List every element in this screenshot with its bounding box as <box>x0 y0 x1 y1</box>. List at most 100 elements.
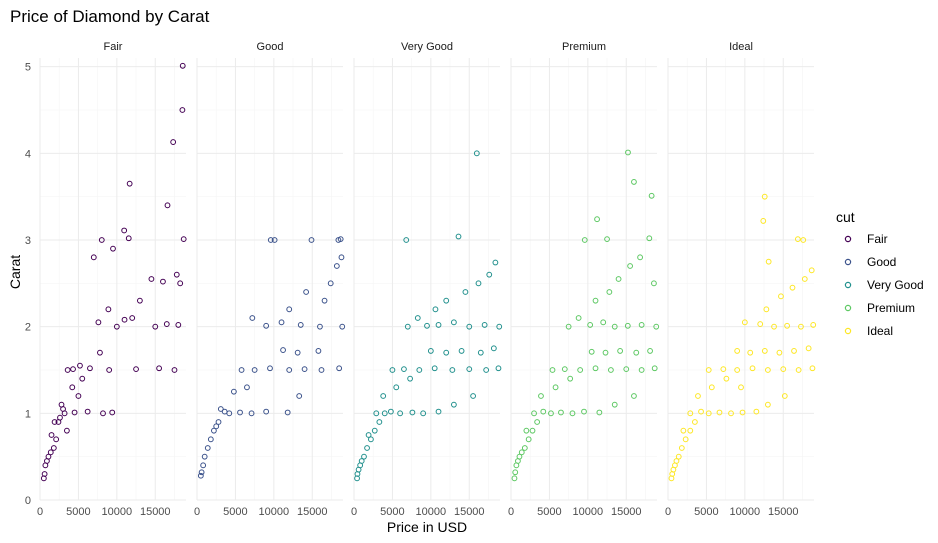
data-point <box>63 427 70 434</box>
data-point <box>587 322 594 328</box>
data-point <box>569 410 576 417</box>
y-tick-label: 4 <box>25 148 31 160</box>
data-point <box>531 410 537 417</box>
data-point <box>284 409 291 416</box>
data-point <box>297 322 304 328</box>
data-point <box>778 293 784 300</box>
data-point <box>631 179 637 185</box>
data-point <box>136 297 143 304</box>
x-tick-label: 5000 <box>380 506 404 518</box>
x-tick-label: 10000 <box>102 506 133 518</box>
data-point <box>624 322 631 329</box>
facet-panel-premium: Premium 0 5000 10000 15000 <box>508 41 660 518</box>
x-tick-label: 5000 <box>694 506 718 518</box>
legend-key <box>844 304 852 312</box>
data-point <box>809 365 816 372</box>
data-point <box>315 348 322 354</box>
x-tick-label: 15000 <box>140 506 171 518</box>
data-point <box>163 321 170 327</box>
x-tick-label: 0 <box>665 506 671 518</box>
data-point <box>69 384 76 391</box>
data-point <box>575 315 582 321</box>
data-point <box>110 245 116 252</box>
data-point <box>321 297 328 304</box>
x-tick-label: 10000 <box>259 506 290 518</box>
data-point <box>606 289 613 295</box>
data-point <box>267 365 273 372</box>
data-point <box>455 233 462 240</box>
data-point <box>286 306 293 313</box>
data-point <box>177 280 184 287</box>
y-tick-label: 1 <box>25 408 31 420</box>
legend-key <box>844 327 852 335</box>
data-point <box>470 393 477 399</box>
x-tick-label: 0 <box>37 506 43 518</box>
x-tick-label: 10000 <box>416 506 447 518</box>
data-point <box>801 276 808 282</box>
data-point <box>771 323 777 330</box>
legend-label: Ideal <box>867 324 893 338</box>
data-point <box>389 367 396 373</box>
data-point <box>567 375 574 382</box>
data-point <box>538 393 544 399</box>
facet-strip-label: Ideal <box>729 41 753 53</box>
data-point <box>651 280 657 287</box>
data-point <box>296 393 303 399</box>
data-point <box>106 367 113 373</box>
data-point <box>604 236 610 243</box>
y-tick-label: 5 <box>25 62 31 74</box>
data-point <box>705 367 712 373</box>
data-point <box>71 409 78 416</box>
legend-item-ideal: Ideal <box>844 324 893 338</box>
data-point <box>387 408 394 415</box>
data-point <box>409 409 416 416</box>
data-point <box>267 237 274 243</box>
legend-key <box>844 235 852 243</box>
facet-strip-label: Premium <box>562 41 606 53</box>
data-point <box>450 319 457 326</box>
data-point <box>373 410 380 417</box>
data-point <box>763 306 770 313</box>
data-point <box>466 323 473 330</box>
data-point <box>761 348 768 354</box>
data-point <box>420 410 427 417</box>
data-point <box>201 453 208 460</box>
data-point <box>238 367 245 373</box>
data-point <box>611 323 618 330</box>
data-point <box>148 276 155 282</box>
data-point <box>780 366 787 373</box>
legend-key <box>844 258 852 266</box>
data-point <box>638 367 645 373</box>
data-point <box>170 139 177 145</box>
legend-title: cut <box>836 209 855 225</box>
data-point <box>800 237 807 243</box>
data-point <box>581 408 587 415</box>
x-tick-label: 0 <box>194 506 200 518</box>
data-point <box>48 432 55 438</box>
data-point <box>380 393 387 399</box>
data-point <box>481 322 488 328</box>
data-point <box>581 237 588 243</box>
data-point <box>77 362 83 369</box>
data-point <box>286 367 293 373</box>
data-point <box>376 419 383 425</box>
chart-title: Price of Diamond by Carat <box>10 7 210 26</box>
data-point <box>427 348 434 354</box>
data-point <box>680 427 687 434</box>
data-point <box>577 367 584 373</box>
legend-item-very-good: Very Good <box>844 278 924 292</box>
data-point <box>708 384 715 391</box>
data-point <box>594 216 600 223</box>
data-point <box>617 348 624 354</box>
data-point <box>565 323 572 330</box>
data-point <box>97 349 103 356</box>
data-point <box>403 237 410 243</box>
data-point <box>492 259 499 266</box>
data-point <box>393 384 400 391</box>
data-point <box>558 409 564 416</box>
data-point <box>518 449 525 456</box>
data-point <box>764 367 771 373</box>
data-point <box>625 149 631 156</box>
data-point <box>327 280 334 287</box>
data-point <box>109 409 116 416</box>
